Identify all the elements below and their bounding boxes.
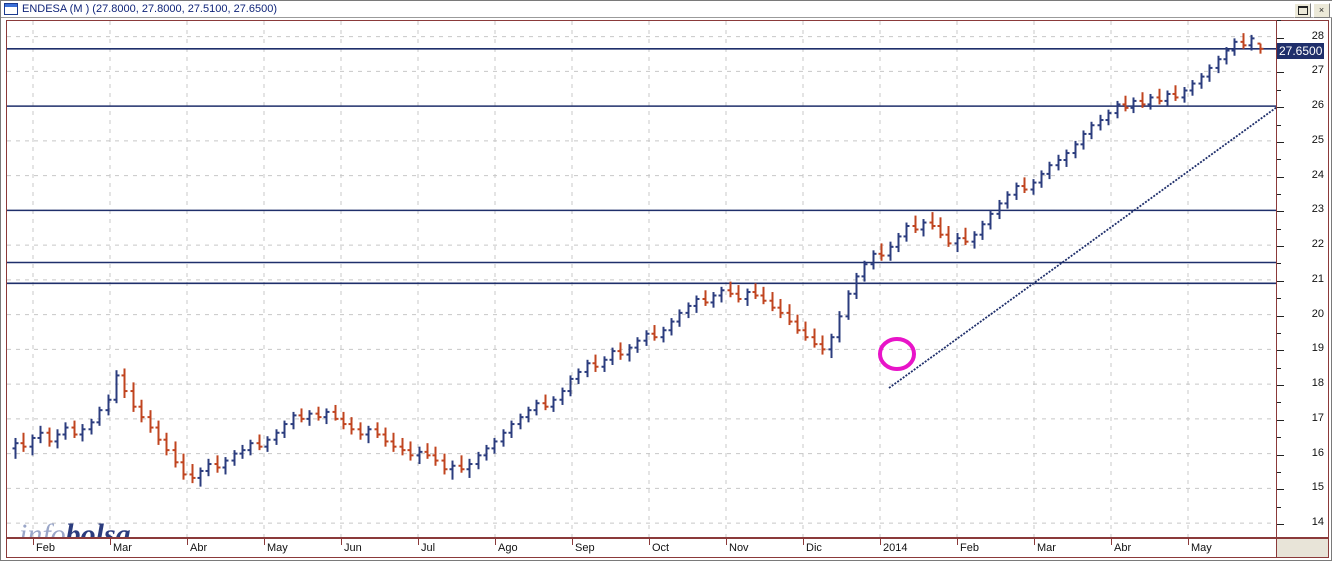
price-tick-minor xyxy=(1277,298,1281,300)
price-axis-label: 28 xyxy=(1311,29,1324,42)
date-axis-label: Oct xyxy=(652,542,670,554)
date-tick xyxy=(110,539,111,545)
date-tick xyxy=(418,539,419,545)
price-axis-label: 17 xyxy=(1311,411,1324,424)
price-axis-label: 22 xyxy=(1311,238,1324,251)
date-axis-label: Sep xyxy=(575,542,595,554)
price-tick-minor xyxy=(1277,20,1281,22)
price-tick xyxy=(1277,72,1284,74)
price-axis-label: 26 xyxy=(1311,99,1324,112)
date-tick xyxy=(803,539,804,545)
price-axis-label: 15 xyxy=(1311,481,1324,494)
price-tick-minor xyxy=(1277,228,1281,230)
price-axis-label: 14 xyxy=(1311,516,1324,529)
date-axis-label: Dic xyxy=(806,542,822,554)
date-tick xyxy=(341,539,342,545)
price-tick-minor xyxy=(1277,402,1281,404)
date-axis-label: Nov xyxy=(729,542,749,554)
date-tick xyxy=(1034,539,1035,545)
price-tick xyxy=(1277,350,1284,352)
price-axis-label: 21 xyxy=(1311,272,1324,285)
price-tick xyxy=(1277,246,1284,248)
window-titlebar: ENDESA (M ) (27.8000, 27.8000, 27.5100, … xyxy=(1,1,1332,18)
date-tick xyxy=(33,539,34,545)
date-tick xyxy=(572,539,573,545)
date-axis-label: Ago xyxy=(498,542,518,554)
price-tick-minor xyxy=(1277,159,1281,161)
price-axis-label: 27 xyxy=(1311,64,1324,77)
document-icon xyxy=(4,3,18,15)
date-tick xyxy=(957,539,958,545)
date-tick xyxy=(726,539,727,545)
date-axis[interactable]: Feb Mar Abr May Jun Jul Ago Sep Oct Nov Dic 2014 Feb… xyxy=(6,538,1277,558)
date-axis-label: Feb xyxy=(960,542,979,554)
date-tick xyxy=(1111,539,1112,545)
date-tick xyxy=(187,539,188,545)
price-tick xyxy=(1277,419,1284,421)
date-axis-label: Jun xyxy=(344,542,362,554)
date-axis-label: Abr xyxy=(1114,542,1132,554)
price-tick xyxy=(1277,524,1284,526)
date-tick xyxy=(649,539,650,545)
price-tick xyxy=(1277,280,1284,282)
price-tick xyxy=(1277,454,1284,456)
price-tick-minor xyxy=(1277,89,1281,91)
price-tick-minor xyxy=(1277,263,1281,265)
price-tick-minor xyxy=(1277,367,1281,369)
date-axis-label: Abr xyxy=(190,542,208,554)
price-axis[interactable]: 14 15 16 17 18 19 20 21 22 23 24 25 26 27 28 27.6500 xyxy=(1277,20,1329,538)
restore-button[interactable] xyxy=(1294,3,1311,18)
price-tick xyxy=(1277,107,1284,109)
current-price-tag: 27.6500 xyxy=(1277,42,1325,59)
date-axis-label: Feb xyxy=(36,542,55,554)
price-tick-minor xyxy=(1277,437,1281,439)
price-tick-minor xyxy=(1277,506,1281,508)
close-button[interactable]: × xyxy=(1313,3,1330,18)
price-tick xyxy=(1277,141,1284,143)
price-tick xyxy=(1277,176,1284,178)
date-axis-label: Mar xyxy=(113,542,132,554)
date-tick xyxy=(264,539,265,545)
price-tick xyxy=(1277,385,1284,387)
price-axis-label: 24 xyxy=(1311,168,1324,181)
chart-frame: infobolsa 14 15 16 17 18 19 20 21 22 23 24 25 26 27 28… xyxy=(4,20,1329,558)
price-plot-area[interactable]: infobolsa xyxy=(6,20,1277,538)
date-tick xyxy=(495,539,496,545)
date-tick xyxy=(880,539,881,545)
price-tick xyxy=(1277,211,1284,213)
price-axis-label: 18 xyxy=(1311,377,1324,390)
price-tick-minor xyxy=(1277,471,1281,473)
date-axis-label: Mar xyxy=(1037,542,1056,554)
price-axis-label: 25 xyxy=(1311,133,1324,146)
window-controls[interactable]: × xyxy=(1294,3,1330,18)
price-tick xyxy=(1277,315,1284,317)
date-tick xyxy=(1188,539,1189,545)
date-axis-label: 2014 xyxy=(883,542,908,554)
window-title: ENDESA (M ) (27.8000, 27.8000, 27.5100, … xyxy=(22,3,277,15)
price-tick xyxy=(1277,489,1284,491)
price-tick-minor xyxy=(1277,194,1281,195)
date-axis-label: Jul xyxy=(421,542,436,554)
price-axis-label: 23 xyxy=(1311,203,1324,216)
price-tick-minor xyxy=(1277,124,1281,126)
price-axis-label: 20 xyxy=(1311,307,1324,320)
plot-canvas xyxy=(7,21,1276,537)
price-axis-label: 16 xyxy=(1311,446,1324,459)
axis-corner-box xyxy=(1277,538,1329,558)
price-axis-label: 19 xyxy=(1311,342,1324,355)
price-tick-minor xyxy=(1277,332,1281,334)
price-tick xyxy=(1277,37,1284,39)
date-axis-label: May xyxy=(267,542,288,554)
date-axis-label: May xyxy=(1191,542,1212,554)
